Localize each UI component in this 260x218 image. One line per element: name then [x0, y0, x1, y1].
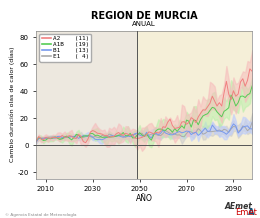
X-axis label: AÑO: AÑO	[136, 194, 153, 203]
Bar	[137, 31, 252, 179]
Legend: A2    (11), A1B   (19), B1    (13), E1    ( 4): A2 (11), A1B (19), B1 (13), E1 ( 4)	[39, 34, 91, 62]
Text: © Agencia Estatal de Meteorología: © Agencia Estatal de Meteorología	[5, 213, 77, 217]
Bar	[36, 31, 137, 179]
Y-axis label: Cambio duración olas de calor (días): Cambio duración olas de calor (días)	[9, 47, 15, 162]
Text: Emet: Emet	[236, 208, 257, 217]
Text: AEmet: AEmet	[224, 202, 252, 211]
Text: ANUAL: ANUAL	[132, 21, 156, 27]
Title: REGION DE MURCIA: REGION DE MURCIA	[91, 11, 198, 21]
Text: A: A	[248, 208, 255, 217]
